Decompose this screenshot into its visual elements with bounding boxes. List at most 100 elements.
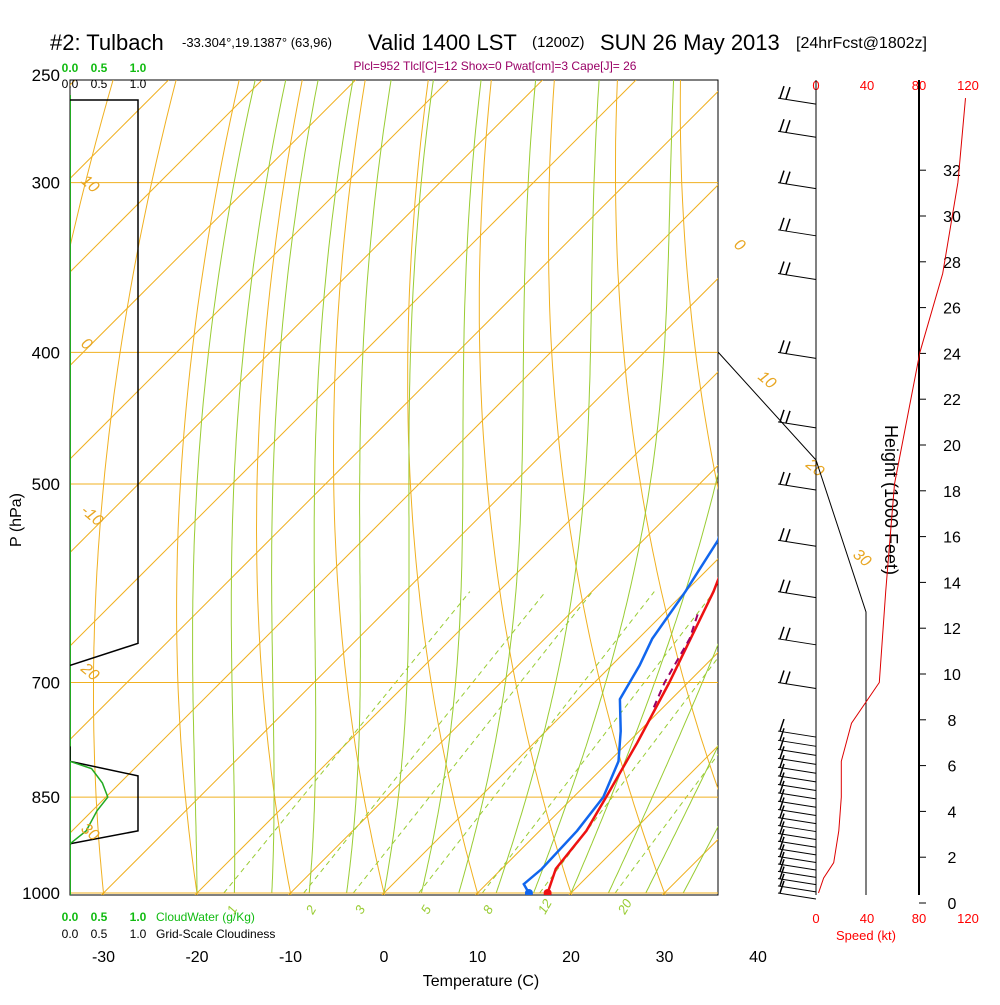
speed-tick-bottom: 0 (812, 911, 819, 926)
wind-barb-staff (778, 639, 816, 645)
wind-barb-flag (786, 529, 790, 541)
moist-adiabat-line (309, 63, 356, 893)
cloudiness-tick-bottom: 1.0 (130, 927, 147, 941)
mixing-ratio-line (482, 592, 714, 893)
temperature-axis-label: Temperature (C) (423, 973, 539, 990)
isotherm-line (102, 80, 917, 895)
pressure-tick-label: 250 (32, 66, 60, 85)
temperature-tick-label: -10 (279, 949, 302, 966)
wind-barb-staff (778, 758, 816, 764)
wind-barb-staff (778, 893, 816, 899)
wind-barb (778, 86, 816, 104)
wind-barb-flag (786, 672, 790, 684)
mixing-ratio-label: 2 (302, 902, 319, 917)
wind-barb (778, 171, 816, 189)
wind-barb-flag (780, 86, 784, 98)
title-forecast: [24hrFcst@1802z] (796, 35, 927, 52)
wind-barb-staff (778, 767, 816, 773)
dry-adiabat-line (549, 51, 676, 922)
isotherm-label: 0 (730, 236, 748, 255)
isotherm-line (8, 80, 823, 895)
isotherm-label: 10 (754, 368, 779, 393)
temperature-tick-label: -30 (92, 949, 115, 966)
wind-barb (778, 528, 816, 546)
moist-adiabat-line (571, 63, 762, 893)
pressure-tick-label: 500 (32, 475, 60, 494)
speed-tick-bottom: 40 (860, 911, 874, 926)
wind-barb-flag (786, 219, 790, 231)
isotherm-label: 20 (802, 455, 827, 480)
cloud-water-tick-top: 1.0 (130, 61, 147, 75)
height-tick-label: 8 (948, 713, 957, 730)
height-axis-label: Height (1000 Feet) (881, 425, 901, 575)
title-coords: -33.304°,19.1387° (63,96) (182, 35, 332, 50)
wind-barb-flag (786, 341, 790, 353)
height-tick-label: 0 (948, 896, 957, 913)
wind-barb-flag (786, 263, 790, 275)
cloudiness-tick-top: 0.0 (62, 77, 79, 91)
dry-adiabat-line (805, 51, 1000, 922)
title-zulu: (1200Z) (532, 34, 585, 51)
mixing-ratio-label: 5 (418, 902, 435, 916)
dry-adiabat-line (408, 51, 486, 922)
wind-barb-staff (778, 540, 816, 546)
pressure-tick-label: 300 (32, 174, 60, 193)
wind-barb (778, 580, 816, 598)
wind-barb-flag (780, 580, 784, 592)
moist-adiabat-line (721, 63, 1000, 893)
dry-adiabat-line (616, 51, 771, 922)
pressure-axis-label: P (hPa) (8, 493, 25, 547)
dry-adiabat-line (992, 51, 1000, 922)
dewpoint-line (524, 98, 796, 893)
wind-barb (778, 719, 816, 737)
temperature-tick-label: 0 (380, 949, 389, 966)
wind-barb (778, 728, 816, 746)
wind-barb-staff (778, 886, 816, 892)
speed-tick-top: 40 (860, 78, 874, 93)
temperature-tick-label: 10 (469, 949, 487, 966)
wind-barb-flag (780, 171, 784, 183)
cloud-water-tick-bottom: 0.0 (62, 910, 79, 924)
cloudiness-tick-bottom: 0.0 (62, 927, 79, 941)
temperature-tick-label: 20 (562, 949, 580, 966)
speed-tick-top: 120 (957, 78, 979, 93)
surface-temperature-dot (544, 889, 552, 897)
speed-tick-bottom: 80 (912, 911, 926, 926)
cloudiness-tick-top: 1.0 (130, 77, 147, 91)
height-tick-label: 24 (943, 346, 961, 363)
wind-barb (778, 627, 816, 645)
wind-barb-flag (780, 218, 784, 230)
wind-barb-flag (786, 87, 790, 99)
wind-barb-staff (778, 230, 816, 236)
height-tick-label: 4 (948, 804, 957, 821)
isotherm-label: 10 (77, 172, 102, 197)
wind-barb (778, 262, 816, 280)
wind-barb-flag (786, 473, 790, 485)
wind-barb (778, 671, 816, 689)
title-date: SUN 26 May 2013 (600, 30, 780, 55)
cloudiness-tick-top: 0.5 (91, 77, 108, 91)
cloudiness-tick-bottom: 0.5 (91, 927, 108, 941)
wind-barb-flag (780, 410, 784, 422)
dry-adiabat-line (7, 51, 122, 922)
wind-barb-flag (780, 528, 784, 540)
dry-adiabat-line (930, 51, 1000, 922)
height-tick-label: 10 (943, 667, 961, 684)
dry-adiabat-line (177, 51, 246, 922)
wind-barb-staff (778, 683, 816, 689)
wind-barb-staff (778, 183, 816, 189)
wind-barb-flag (780, 262, 784, 274)
wind-barb-flag (780, 119, 784, 131)
cloud-water-tick-bottom: 1.0 (130, 910, 147, 924)
wind-barb-staff (778, 731, 816, 737)
height-tick-label: 16 (943, 530, 961, 547)
pressure-tick-label: 700 (32, 674, 60, 693)
wind-barb-staff (778, 740, 816, 746)
isotherm-line (0, 80, 449, 895)
height-tick-label: 26 (943, 301, 961, 318)
wind-barb (778, 340, 816, 358)
wind-barb-staff (778, 98, 816, 104)
moist-adiabat-line (534, 63, 675, 893)
isotherm-label: 20 (77, 659, 102, 684)
